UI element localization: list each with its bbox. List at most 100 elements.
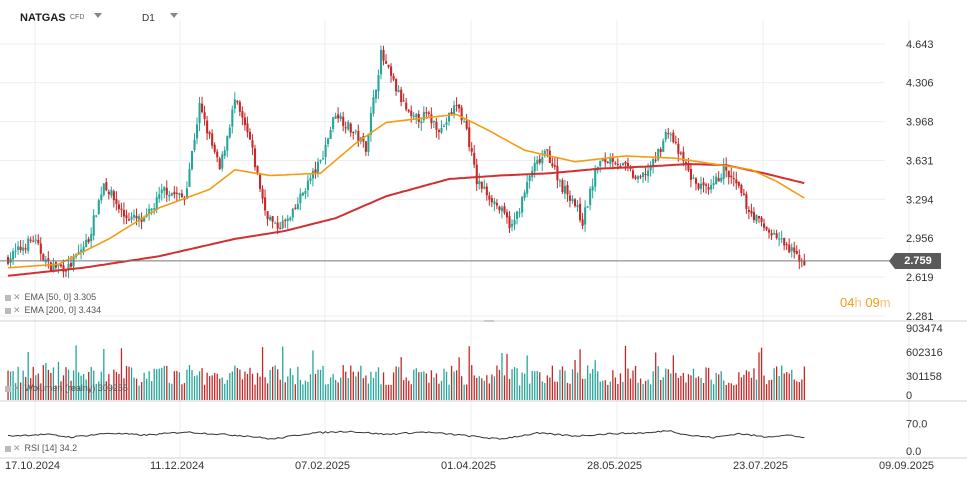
close-icon[interactable]: ✕ <box>13 305 21 315</box>
candle-body <box>92 215 95 236</box>
volume-bar <box>687 374 690 400</box>
volume-bar <box>186 369 188 400</box>
candle-body <box>344 127 347 129</box>
indicator-icon[interactable] <box>5 385 11 392</box>
candle-body <box>659 149 662 152</box>
symbol-dropdown-icon[interactable] <box>94 13 102 18</box>
candle-body <box>747 209 750 212</box>
volume-bar <box>340 377 342 400</box>
candle-body <box>538 159 541 163</box>
indicator-icon[interactable] <box>5 307 11 314</box>
volume-bar <box>408 380 410 400</box>
volume-bar <box>193 376 196 400</box>
volume-bar <box>259 376 261 400</box>
candle-body <box>568 195 572 201</box>
candle-body <box>480 181 483 189</box>
candle-body <box>440 127 443 133</box>
volume-bar <box>30 378 32 400</box>
volume-bar <box>667 369 669 400</box>
candle-body <box>319 159 322 162</box>
indicator-icon[interactable] <box>5 294 11 301</box>
volume-bar <box>576 372 579 400</box>
volume-bar <box>88 371 90 400</box>
candle-body <box>730 175 733 178</box>
candle-body <box>72 256 75 267</box>
candle-body <box>599 160 602 167</box>
volume-bar <box>387 384 390 400</box>
symbol-label[interactable]: NATGAS <box>20 12 66 24</box>
volume-bar <box>632 370 634 400</box>
volume-bar <box>425 373 428 400</box>
volume-bar <box>599 381 601 400</box>
candle-body <box>102 183 105 195</box>
candle-body <box>442 126 446 128</box>
volume-bar <box>158 368 160 400</box>
volume-bar <box>140 382 143 400</box>
close-icon[interactable]: ✕ <box>13 292 21 302</box>
volume-bar <box>120 348 123 400</box>
close-icon[interactable]: ✕ <box>13 383 21 393</box>
volume-bar <box>90 366 92 400</box>
candle-body <box>460 107 463 121</box>
volume-bar <box>322 365 324 400</box>
candle-body <box>314 169 317 173</box>
candle-body <box>732 178 735 180</box>
volume-bar <box>42 365 44 400</box>
volume-bar <box>37 373 39 400</box>
volume-bar <box>55 385 57 400</box>
candle-body <box>372 97 375 114</box>
countdown-minutes-unit: m <box>879 295 891 310</box>
candle-body <box>110 189 113 196</box>
candle-body <box>463 121 466 123</box>
volume-bar <box>463 384 465 400</box>
candle-body <box>571 199 574 202</box>
volume-bar <box>163 365 165 400</box>
volume-bar <box>657 366 659 400</box>
candle-body <box>59 264 63 267</box>
volume-bar <box>647 379 649 400</box>
price-tick-label: 3.968 <box>906 117 934 129</box>
close-icon[interactable]: ✕ <box>13 443 21 453</box>
candle-body <box>435 121 438 130</box>
volume-bar <box>571 369 574 400</box>
volume-legend: ✕ Wolumen (realny) 309255 <box>5 383 128 394</box>
candle-body <box>400 89 403 103</box>
timeframe-dropdown-icon[interactable] <box>170 13 178 18</box>
volume-bar <box>367 383 370 400</box>
candle-body <box>473 152 476 165</box>
candle-body <box>49 262 52 271</box>
volume-bar <box>360 365 362 400</box>
candle-body <box>584 207 587 225</box>
volume-bar <box>549 377 551 400</box>
candle-body <box>717 178 720 182</box>
volume-bar <box>382 372 385 400</box>
candle-body <box>755 215 758 222</box>
volume-bar <box>256 372 259 400</box>
indicator-icon[interactable] <box>5 445 11 452</box>
volume-bar <box>100 371 102 400</box>
volume-bar <box>377 367 380 400</box>
volume-bar <box>410 384 412 400</box>
pane-resize-handle[interactable] <box>484 320 494 322</box>
volume-bar <box>476 377 478 400</box>
candle-body <box>168 194 171 197</box>
volume-bar <box>692 368 695 400</box>
candle-body <box>87 239 90 243</box>
volume-bar <box>302 384 304 400</box>
volume-bar <box>118 373 120 400</box>
candle-body <box>644 174 647 176</box>
candle-body <box>662 140 665 152</box>
candle-body <box>64 270 68 272</box>
volume-bar <box>730 383 732 400</box>
candle-body <box>533 162 536 172</box>
timeframe-label[interactable]: D1 <box>142 13 155 24</box>
candle-body <box>765 226 768 230</box>
candle-body <box>692 177 695 179</box>
candle-body <box>591 186 594 191</box>
volume-bar <box>612 370 614 400</box>
candle-body <box>735 179 738 184</box>
volume-bar <box>670 373 672 400</box>
candle-body <box>261 188 264 199</box>
volume-bar <box>768 380 770 400</box>
